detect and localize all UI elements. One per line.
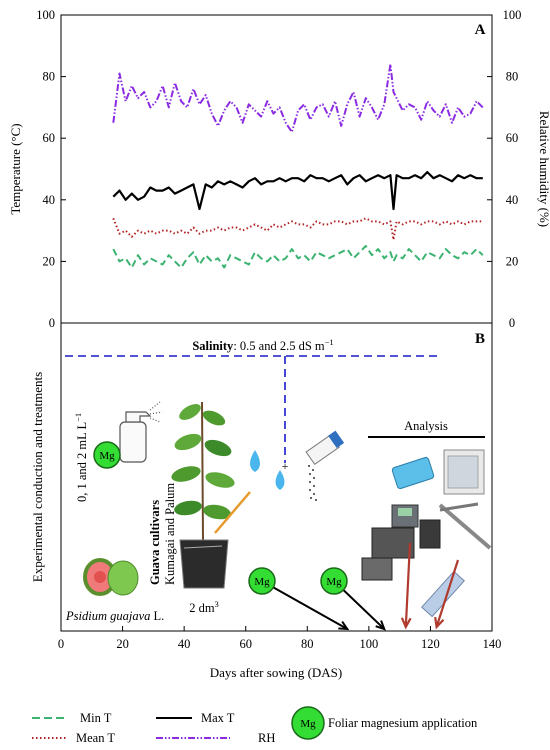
mg-dose-label: 0, 1 and 2 mL L−1 [73,413,89,502]
panel-b-label: B [475,331,485,347]
legend-rh-label: RH [258,731,275,745]
mg-badge-label: Mg [99,450,115,462]
legend-min-t-label: Min T [80,711,112,725]
x-tick-label: 120 [421,637,440,651]
panel-b: B 0 20 40 60 80 100 120 140 Days after sowing (… [30,322,502,680]
foliar-application-arrowhead [375,620,386,631]
right-tick-label: 40 [506,193,519,207]
panel-a: A 0 20 40 60 80 100 0 20 40 60 80 100 Temperature … [8,8,550,330]
right-axis-label: Relative humidity (%) [537,111,550,227]
mg-badge-label: Mg [254,576,270,588]
legend-max-t-label: Max T [201,711,235,725]
legend-mg-badge-label: Mg [300,718,316,730]
left-tick-label: 60 [43,131,56,145]
left-tick-label: 0 [49,316,55,330]
legend-foliar-label: Foliar magnesium application [328,716,478,730]
pot-volume-exp: 3 [215,599,219,609]
analysis-equipment-icons [361,449,492,618]
svg-text:+: + [282,459,289,473]
foliar-application-arrowhead [338,621,350,631]
orange-pointer-line [214,491,251,534]
x-tick-label: 140 [483,637,502,651]
mg-dose-exp: −1 [73,413,83,422]
species-name: Psidium guajava [65,609,150,623]
legend: Min T Mean T Max T RH Mg Foliar magnesiu… [32,706,478,745]
x-tick-label: 0 [58,637,64,651]
foliar-application-arrows: Mg Mg [248,567,386,631]
right-tick-label: 80 [506,70,519,84]
mg-dose-text: 0, 1 and 2 mL L [75,422,89,502]
series-max-t-line [112,171,483,211]
pot-volume-text: 2 dm [189,601,215,615]
pot-volume-label: 2 dm3 [189,599,219,615]
right-tick-label: 60 [506,131,519,145]
analysis-arrow [435,559,460,628]
series-mean-t-line [112,217,483,241]
left-tick-label: 40 [43,193,56,207]
cultivars-names: Kumagai and Palum [163,483,177,585]
x-tick-label: 100 [359,637,378,651]
series-min-t-line [112,245,484,269]
mg-badge-icon [93,441,121,469]
analysis-arrowhead [400,617,412,630]
salt-shaker-icon [305,430,345,501]
right-tick-label: 100 [503,8,522,22]
panel-b-y-axis-label: Experimental conduction and treatments [30,372,45,582]
salinity-label-bold: Salinity [192,339,234,353]
legend-mean-t-label: Mean T [76,731,115,745]
right-axis-ticks: 0 20 40 60 80 100 [487,8,521,330]
species-label: Psidium guajava L. [65,609,164,623]
x-tick-label: 80 [301,637,314,651]
foliar-application-arrow [261,580,348,630]
x-tick-label: 40 [178,637,191,651]
legend-mg-badge-icon [291,706,325,740]
x-tick-label: 60 [239,637,252,651]
panel-a-frame [60,14,493,324]
right-tick-label: 0 [509,316,515,330]
panel-b-frame [60,322,493,632]
series-group [112,63,484,269]
analysis-arrowhead [434,616,445,630]
species-author: L. [150,609,164,623]
left-axis-label: Temperature (°C) [8,123,23,214]
guava-plant-icon [171,401,235,589]
mg-badge-label: Mg [326,576,342,588]
mg-badge-icon [248,567,276,595]
left-axis-ticks: 0 20 40 60 80 100 [36,8,66,330]
analysis-arrow [404,542,412,628]
salinity-label: Salinity: 0.5 and 2.5 dS m−1 [192,337,333,353]
x-tick-label: 20 [116,637,129,651]
cultivars-title: Guava cultivars [148,500,162,585]
salinity-label-text: : 0.5 and 2.5 dS m [233,339,325,353]
right-tick-label: 20 [506,254,519,268]
left-tick-label: 20 [43,254,56,268]
analysis-label: Analysis [404,419,448,433]
spray-bottle-icon [119,401,163,463]
series-rh-line [112,63,484,133]
left-tick-label: 100 [36,8,55,22]
salinity-label-exp: −1 [325,337,334,347]
water-drop-icon: + [250,450,289,490]
x-axis-label: Days after sowing (DAS) [210,665,343,680]
x-axis-ticks: 0 20 40 60 80 100 120 140 [58,626,502,651]
mg-badge-icon [320,567,348,595]
guava-fruit-icon [83,558,139,596]
analysis-arrows [400,542,460,630]
left-tick-label: 80 [43,70,56,84]
panel-a-label: A [475,22,486,38]
